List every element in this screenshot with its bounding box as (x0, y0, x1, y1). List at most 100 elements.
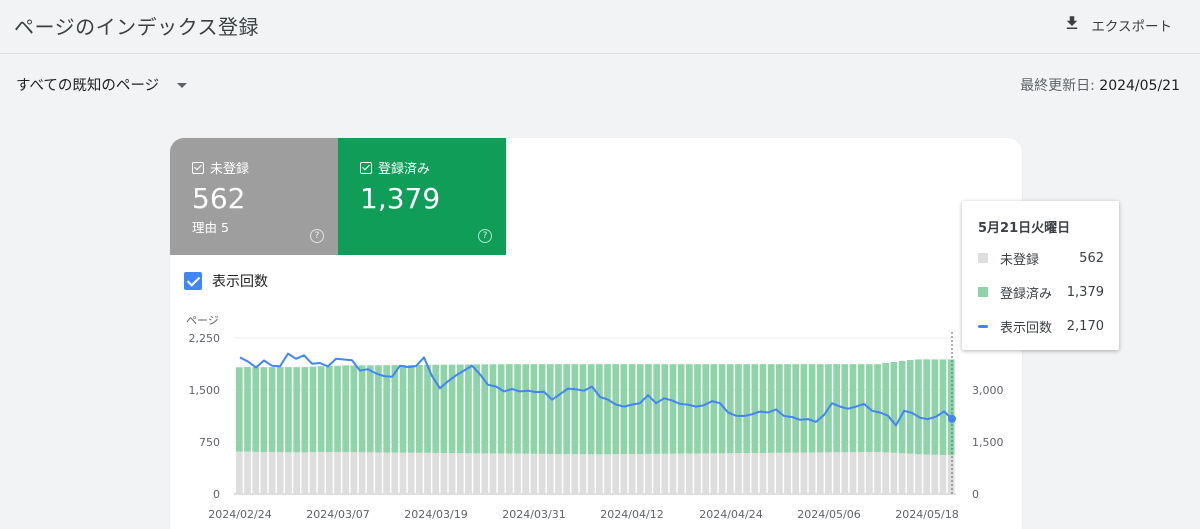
bar-not-indexed (604, 454, 611, 494)
bar-indexed (620, 364, 628, 455)
bar-not-indexed (579, 454, 587, 494)
bar-not-indexed (358, 452, 366, 494)
bar-indexed (358, 365, 366, 453)
tooltip-row-impressions: 表示回数 2,170 (978, 316, 1104, 336)
bar-not-indexed (898, 453, 906, 494)
help-icon[interactable]: ? (310, 229, 324, 243)
checkbox-checked-icon[interactable] (184, 272, 202, 290)
bar-not-indexed (874, 451, 881, 494)
bar-indexed (653, 364, 660, 454)
x-tick-label: 2024/03/19 (404, 508, 467, 521)
checkbox-icon (192, 161, 204, 174)
checkbox-icon (360, 161, 372, 174)
tooltip-name: 未登録 (1000, 252, 1040, 268)
bar-not-indexed (808, 452, 816, 494)
bar-not-indexed (244, 451, 251, 494)
bar-indexed (309, 366, 317, 453)
help-icon[interactable]: ? (478, 229, 492, 243)
bar-indexed (236, 367, 243, 452)
bar-not-indexed (497, 453, 505, 494)
bar-not-indexed (620, 454, 628, 494)
y-tick-label-left: 1,500 (189, 384, 221, 397)
bar-not-indexed (538, 453, 546, 494)
impressions-toggle-label: 表示回数 (212, 274, 268, 290)
bar-not-indexed (923, 454, 930, 494)
index-chart[interactable]: 2,2501,50075004,5003,0001,5000ページ2024/02… (170, 308, 1022, 529)
bar-indexed (596, 364, 603, 455)
bar-not-indexed (710, 453, 718, 494)
bar-indexed (726, 364, 734, 454)
bar-indexed (276, 367, 284, 453)
bar-not-indexed (326, 451, 333, 494)
bar-not-indexed (882, 452, 890, 494)
bar-not-indexed (751, 453, 759, 494)
page-filter-dropdown[interactable]: すべての既知のページ (16, 74, 188, 95)
bar-not-indexed (653, 453, 660, 494)
tile-indexed-label: 登録済み (378, 162, 431, 177)
bar-indexed (702, 364, 710, 454)
bar-indexed (366, 365, 374, 453)
bar-indexed (710, 364, 718, 454)
tile-indexed-value: 1,379 (360, 182, 441, 215)
bar-indexed (906, 360, 914, 454)
impressions-line (239, 352, 953, 427)
bar-indexed (424, 364, 431, 453)
tile-not-indexed[interactable]: 未登録 562 理由 5 ? (170, 138, 338, 255)
bar-not-indexed (915, 454, 922, 494)
bar-indexed (301, 367, 309, 453)
export-button[interactable]: エクスポート (1053, 10, 1182, 40)
bar-not-indexed (522, 453, 530, 494)
bar-indexed (718, 364, 726, 454)
top-bar: ページのインデックス登録 エクスポート (0, 0, 1200, 54)
tile-indexed[interactable]: 登録済み 1,379 ? (338, 138, 506, 255)
bar-indexed (694, 364, 701, 454)
bar-not-indexed (743, 453, 750, 494)
bar-indexed (260, 367, 268, 453)
y-axis-label: ページ (186, 314, 219, 327)
bar-not-indexed (718, 453, 726, 494)
bar-indexed (751, 364, 759, 454)
bar-not-indexed (530, 453, 538, 494)
bar-indexed (784, 364, 791, 453)
bar-not-indexed (399, 452, 407, 494)
bar-indexed (448, 364, 456, 454)
bar-not-indexed (448, 453, 456, 494)
bar-indexed (456, 364, 464, 454)
legend-swatch-indexed (978, 287, 988, 297)
bar-indexed (669, 364, 677, 454)
bar-not-indexed (342, 452, 350, 494)
bar-not-indexed (776, 452, 783, 494)
bar-indexed (743, 364, 750, 454)
bar-indexed (947, 359, 955, 456)
x-tick-label: 2024/04/12 (600, 508, 663, 521)
export-label: エクスポート (1091, 19, 1172, 35)
bar-indexed (587, 364, 595, 455)
bar-indexed (555, 364, 562, 454)
bar-indexed (317, 366, 325, 452)
tooltip-value: 562 (1079, 250, 1104, 266)
tooltip-date: 5月21日火曜日 (978, 221, 1071, 236)
bar-not-indexed (440, 453, 448, 494)
bar-not-indexed (906, 453, 914, 494)
bar-not-indexed (677, 453, 685, 494)
impressions-toggle[interactable]: 表示回数 (184, 271, 268, 291)
bar-not-indexed (669, 453, 677, 494)
bar-not-indexed (849, 452, 857, 494)
bar-not-indexed (939, 454, 947, 494)
bar-indexed (342, 365, 350, 453)
bar-indexed (612, 364, 620, 455)
bar-not-indexed (432, 452, 440, 494)
bar-indexed (506, 364, 513, 454)
impressions-point (948, 414, 956, 423)
bar-indexed (800, 364, 808, 453)
bar-not-indexed (489, 453, 497, 494)
y-tick-label-left: 0 (213, 488, 220, 501)
bar-not-indexed (612, 454, 620, 494)
bar-indexed (530, 364, 538, 454)
bar-indexed (890, 361, 898, 453)
bar-not-indexed (236, 451, 243, 494)
bar-not-indexed (890, 452, 898, 494)
bar-not-indexed (628, 454, 636, 494)
page-filter-value: すべての既知のページ (16, 78, 160, 94)
bar-indexed (636, 364, 644, 454)
